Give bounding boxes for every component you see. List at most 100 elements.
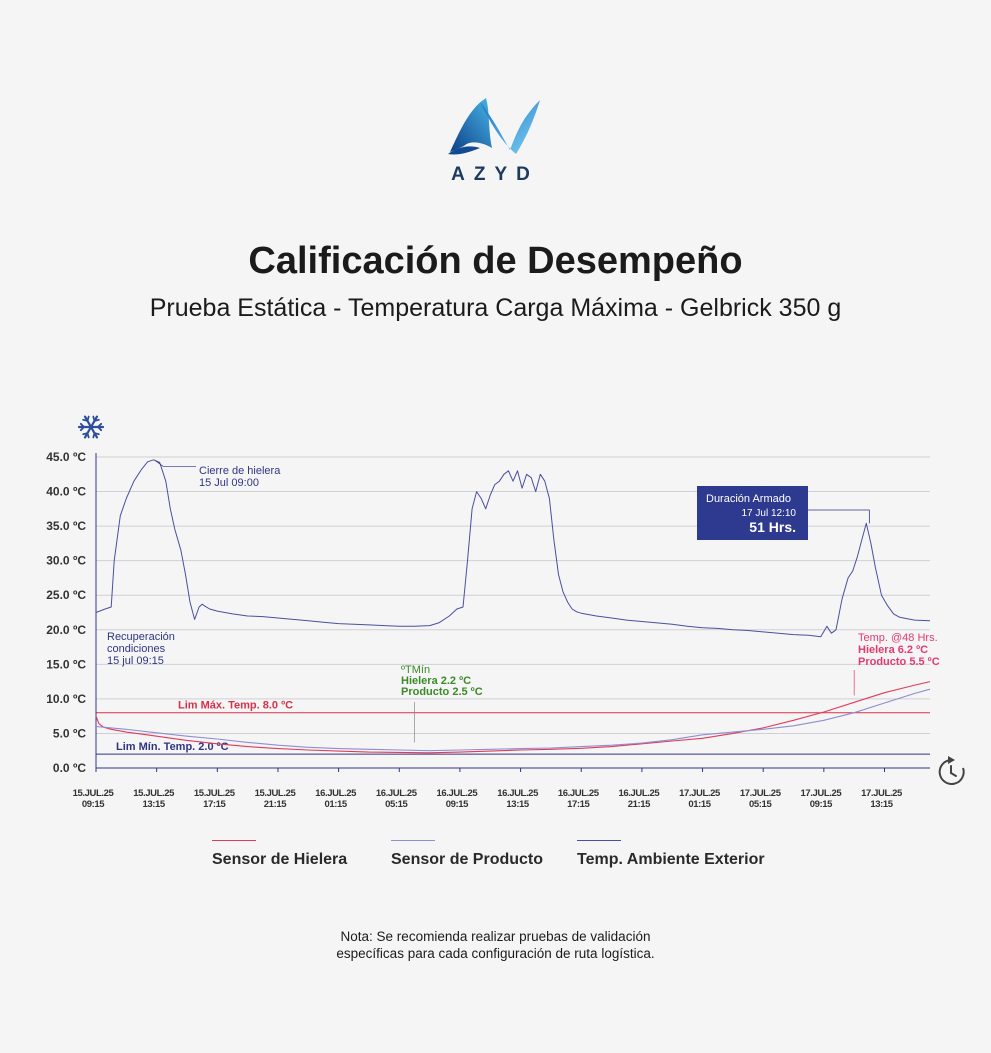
page-title: Calificación de Desempeño <box>248 240 743 282</box>
brand-logo: AZYD <box>430 90 560 190</box>
x-tick-time: 17:15 <box>203 799 226 810</box>
series-lines <box>95 459 931 754</box>
x-tick-time: 09:15 <box>82 799 105 810</box>
azyd-logo-icon <box>448 98 540 155</box>
cierre-leader <box>154 460 196 467</box>
legend-swatch-hielera <box>212 840 256 841</box>
x-tick-date: 16.JUL.25 <box>558 788 600 799</box>
brand-name: AZYD <box>451 164 539 185</box>
duracion-leader <box>808 509 870 524</box>
chart-legend: Sensor de Hielera Sensor de Producto Tem… <box>0 840 991 880</box>
legend-swatch-ambiente <box>577 840 621 841</box>
reference-lines: Lim Máx. Temp. 8.0 ºC Lim Mín. Temp. 2.0 … <box>96 700 930 755</box>
y-tick-label: 0.0 ºC <box>53 761 86 775</box>
x-tick-time: 13:15 <box>142 799 165 810</box>
x-tick-time: 09:15 <box>810 799 833 810</box>
footnote-line-2: específicas para cada configuración de r… <box>336 946 655 961</box>
y-axis-ticks: 0.0 ºC 5.0 ºC 10.0 ºC 15.0 ºC 20.0 ºC 25.0 ºC… <box>46 450 86 775</box>
clock-hands <box>950 765 957 777</box>
y-tick-label: 45.0 ºC <box>46 450 86 464</box>
x-tick-time: 01:15 <box>324 799 347 810</box>
temp48-line: Producto 5.5 ºC <box>858 656 940 668</box>
legend-item-producto: Sensor de Producto <box>391 840 543 869</box>
x-tick-date: 15.JUL.25 <box>133 788 175 799</box>
legend-label-ambiente: Temp. Ambiente Exterior <box>577 851 765 868</box>
reference-label: Lim Mín. Temp. 2.0 ºC <box>116 741 229 753</box>
y-tick-label: 10.0 ºC <box>46 692 86 706</box>
x-tick-time: 05:15 <box>749 799 772 810</box>
x-tick-date: 16.JUL.25 <box>619 788 661 799</box>
x-tick-date: 17.JUL.25 <box>800 788 842 799</box>
series-line-ambiente <box>95 459 931 638</box>
snowflake-branch <box>86 432 90 439</box>
snowflake-arm <box>83 415 93 429</box>
temp48-line: Temp. @48 Hrs. <box>858 632 938 644</box>
temp48-line: Hielera 6.2 ºC <box>858 644 928 656</box>
tmin-line: Producto 2.5 ºC <box>401 686 483 698</box>
duracion-time: 17 Jul 12:10 <box>742 508 797 519</box>
page-subtitle: Prueba Estática - Temperatura Carga Máxi… <box>149 294 842 322</box>
legend-item-hielera: Sensor de Hielera <box>212 840 347 869</box>
y-tick-label: 25.0 ºC <box>46 588 86 602</box>
x-tick-date: 17.JUL.25 <box>740 788 782 799</box>
x-axis-ticks: 15.JUL.2509:1515.JUL.2513:1515.JUL.2517:… <box>73 768 903 810</box>
x-tick-date: 16.JUL.25 <box>437 788 479 799</box>
footnote-line-1: Nota: Se recomienda realizar pruebas de … <box>340 929 651 944</box>
series-line-producto <box>95 688 931 752</box>
snowflake-branch <box>93 432 100 436</box>
snowflake-arm <box>89 425 99 439</box>
temperature-chart: Lim Máx. Temp. 8.0 ºC Lim Mín. Temp. 2.0 … <box>46 415 965 810</box>
x-tick-time: 13:15 <box>870 799 893 810</box>
chart-axes <box>95 453 930 769</box>
series-line-hielera <box>95 681 931 754</box>
x-tick-date: 16.JUL.25 <box>497 788 539 799</box>
x-tick-date: 15.JUL.25 <box>255 788 297 799</box>
clock-icon <box>938 756 965 785</box>
clock-arrow <box>948 756 955 764</box>
snowflake-branch <box>82 418 89 422</box>
legend-swatch-producto <box>391 840 435 841</box>
duracion-title: Duración Armado <box>706 493 791 505</box>
snowflake-icon <box>77 415 105 439</box>
duracion-hours: 51 Hrs. <box>749 519 796 535</box>
reference-label: Lim Máx. Temp. 8.0 ºC <box>178 700 293 712</box>
clock-rim <box>938 759 965 785</box>
legend-item-ambiente: Temp. Ambiente Exterior <box>577 840 765 869</box>
legend-label-producto: Sensor de Producto <box>391 851 544 868</box>
y-tick-label: 15.0 ºC <box>46 657 86 671</box>
cierre-time: 15 Jul 09:00 <box>199 477 259 489</box>
recuperacion-line: Recuperación <box>107 631 175 643</box>
snowflake-arm <box>83 425 93 439</box>
y-tick-label: 40.0 ºC <box>46 485 86 499</box>
x-tick-time: 17:15 <box>567 799 590 810</box>
y-tick-label: 20.0 ºC <box>46 623 86 637</box>
x-tick-time: 21:15 <box>264 799 287 810</box>
tmin-line: Hielera 2.2 ºC <box>401 675 471 687</box>
x-tick-date: 17.JUL.25 <box>861 788 903 799</box>
x-tick-date: 17.JUL.25 <box>679 788 721 799</box>
legend-label-hielera: Sensor de Hielera <box>212 851 348 868</box>
duracion-box <box>697 486 808 540</box>
y-tick-label: 35.0 ºC <box>46 519 86 533</box>
x-tick-date: 16.JUL.25 <box>376 788 418 799</box>
snowflake-arm <box>89 415 99 429</box>
x-tick-date: 15.JUL.25 <box>73 788 115 799</box>
x-tick-time: 09:15 <box>446 799 469 810</box>
x-tick-date: 16.JUL.25 <box>315 788 357 799</box>
snowflake-branch <box>97 422 103 428</box>
x-tick-time: 21:15 <box>628 799 651 810</box>
recuperacion-line: condiciones <box>107 643 166 655</box>
x-tick-date: 15.JUL.25 <box>194 788 236 799</box>
y-tick-label: 30.0 ºC <box>46 554 86 568</box>
x-tick-time: 01:15 <box>688 799 711 810</box>
cierre-title: Cierre de hielera <box>199 465 281 477</box>
tmin-line: ºTMín <box>401 664 430 676</box>
snowflake-branch <box>92 415 96 422</box>
x-tick-time: 05:15 <box>385 799 408 810</box>
recuperacion-line: 15 jul 09:15 <box>107 655 164 667</box>
snowflake-branch <box>79 426 85 432</box>
footnote: Nota: Se recomienda realizar pruebas de … <box>0 928 991 962</box>
y-tick-label: 5.0 ºC <box>53 726 86 740</box>
x-tick-time: 13:15 <box>506 799 529 810</box>
